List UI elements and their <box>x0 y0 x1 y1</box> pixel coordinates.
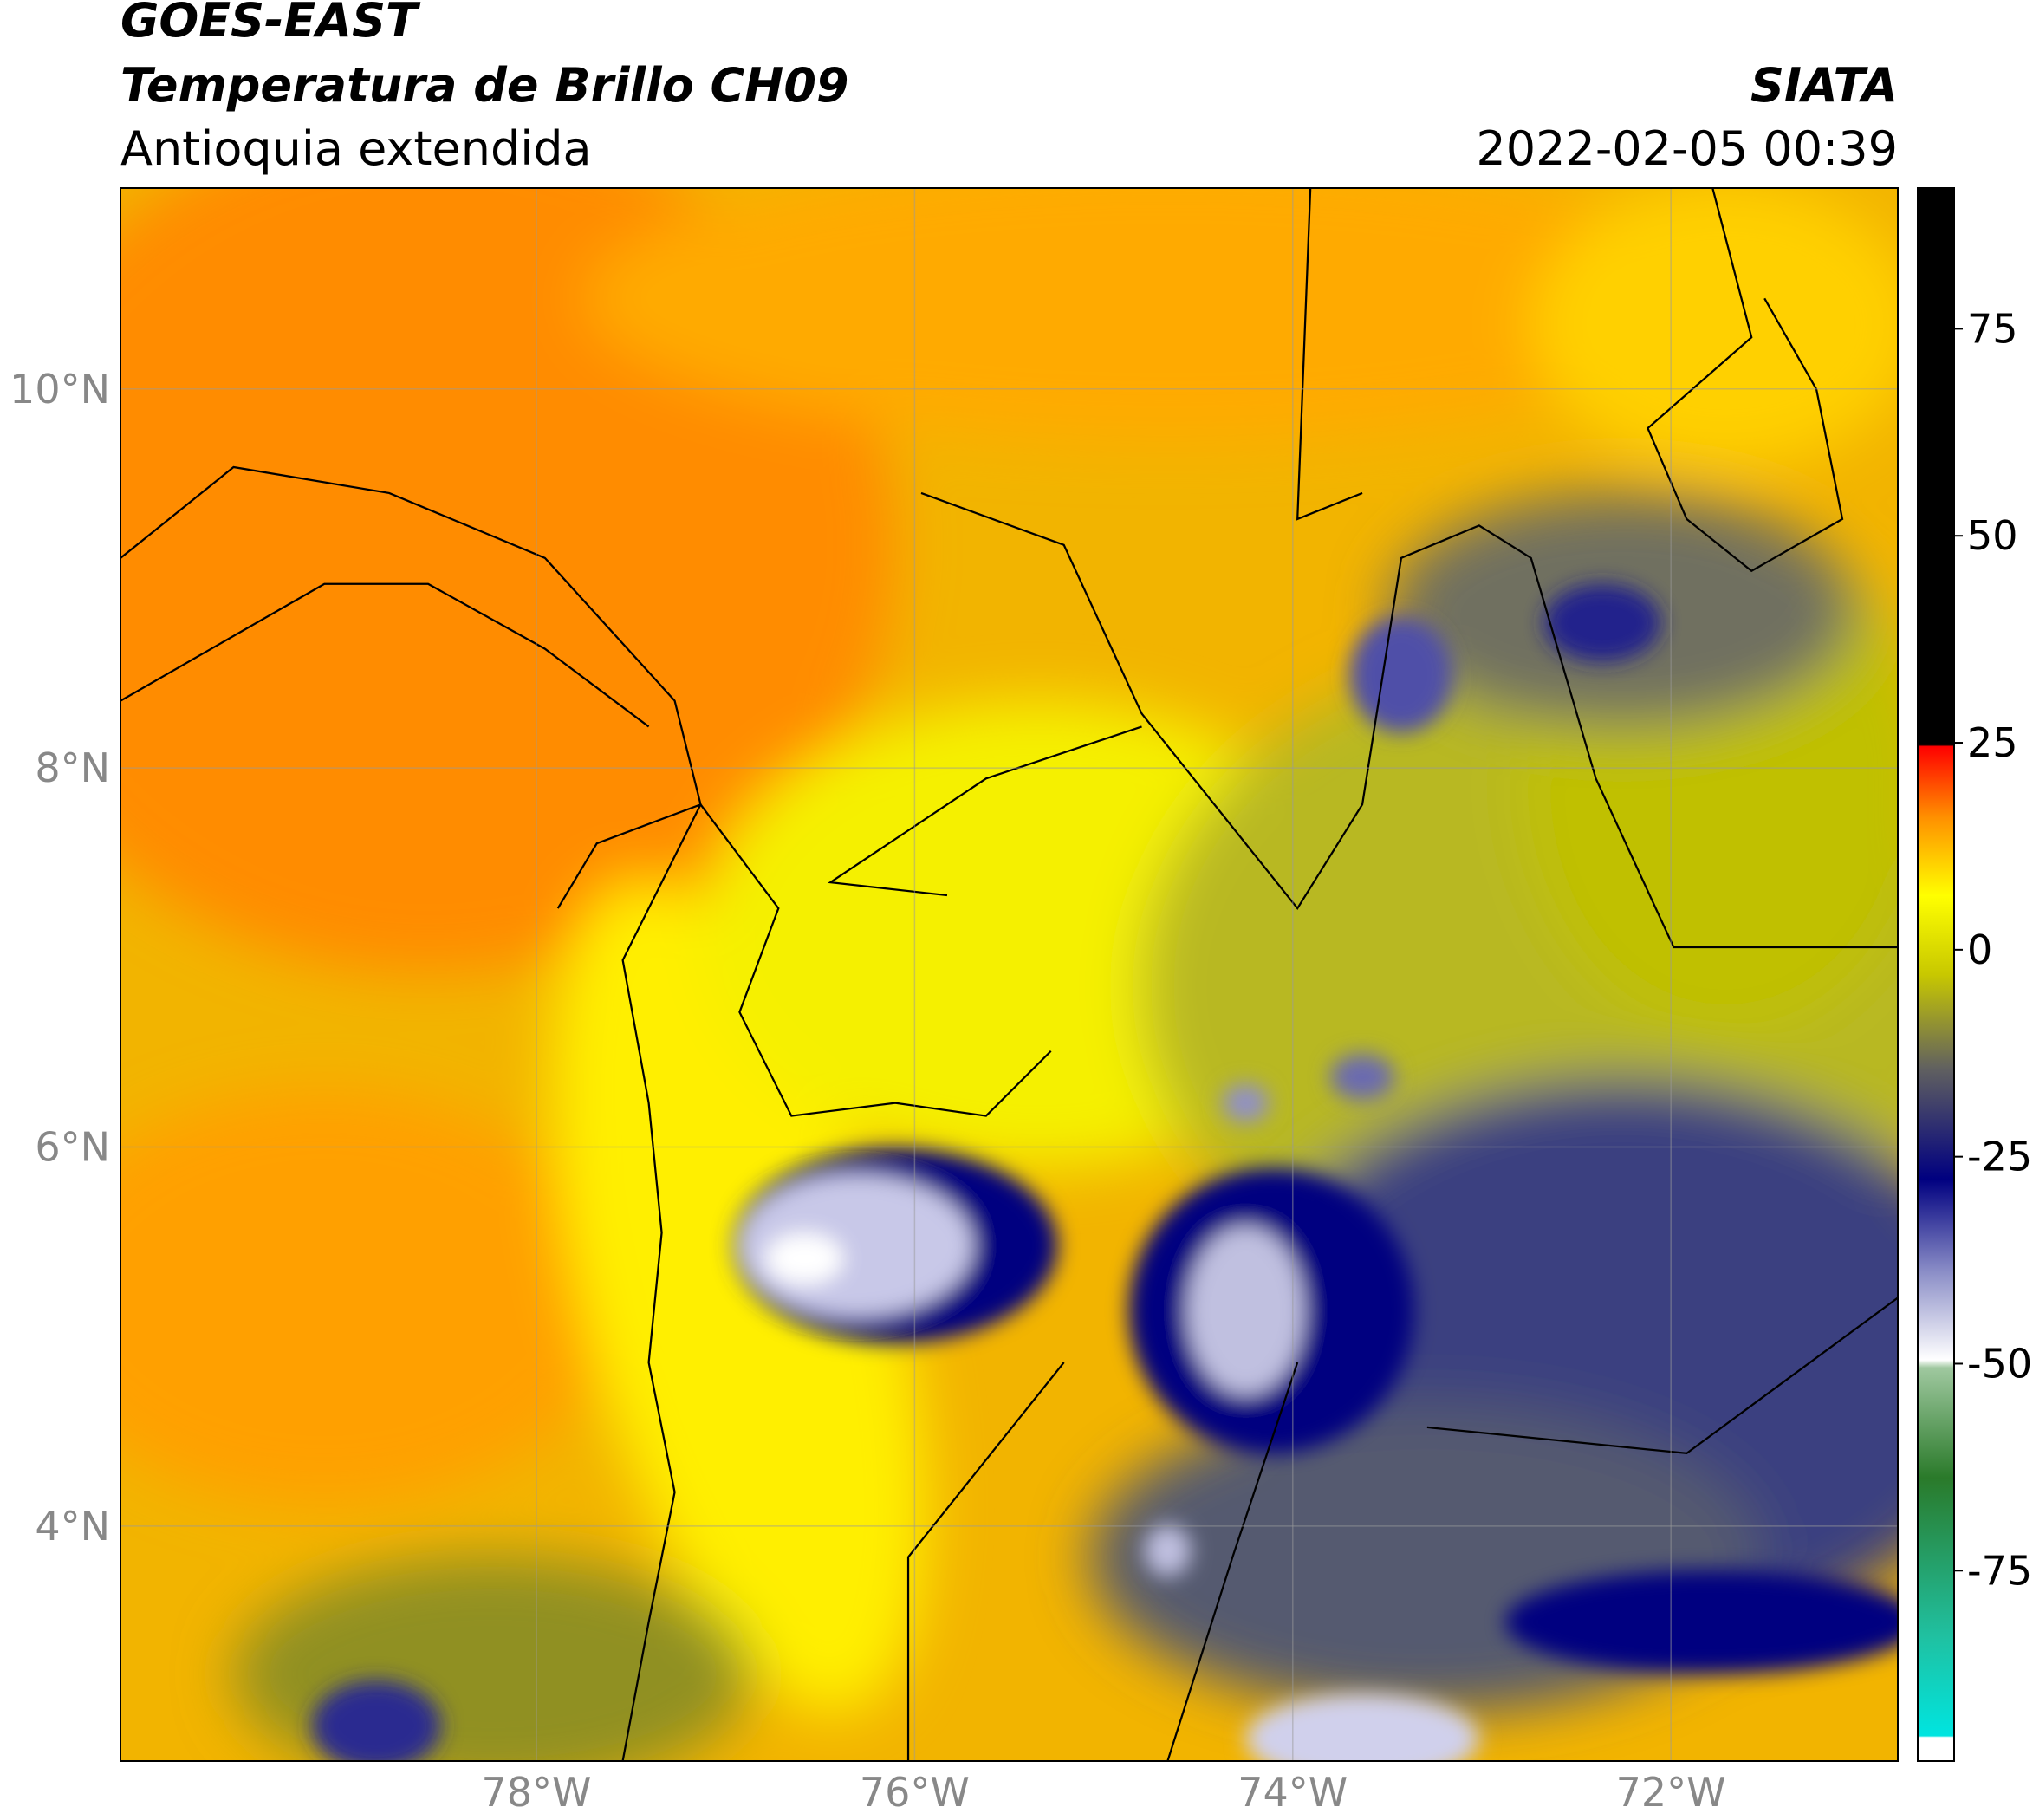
map-image <box>120 188 1898 1761</box>
satellite: GOES-EAST <box>120 0 421 48</box>
colorbar-tick-label: 50 <box>1967 512 2018 559</box>
lon-tick-label: 78°W <box>482 1769 592 1816</box>
source: SIATA <box>1750 58 1898 113</box>
lon-tick-label: 74°W <box>1237 1769 1348 1816</box>
region: Antioquia extendida <box>120 121 592 176</box>
lat-tick-label: 4°N <box>35 1503 110 1550</box>
colorbar <box>1917 187 1955 1762</box>
colorbar-tick-label: 0 <box>1967 926 1992 973</box>
lon-tick-label: 72°W <box>1616 1769 1726 1816</box>
lat-tick-label: 6°N <box>35 1123 110 1170</box>
title: Temperatura de Brillo CH09 <box>120 58 849 113</box>
lat-tick-label: 10°N <box>10 366 110 413</box>
map-frame <box>120 187 1899 1762</box>
colorbar-tick-label: -75 <box>1967 1547 2032 1594</box>
colorbar-tick-label: -50 <box>1967 1340 2032 1387</box>
datetime: 2022-02-05 00:39 <box>1476 121 1898 176</box>
colorbar-tick-label: 25 <box>1967 719 2018 766</box>
colorbar-tick-label: -25 <box>1967 1134 2032 1180</box>
colorbar-tick-label: 75 <box>1967 305 2018 352</box>
lat-tick-label: 8°N <box>35 744 110 791</box>
lon-tick-label: 76°W <box>860 1769 970 1816</box>
